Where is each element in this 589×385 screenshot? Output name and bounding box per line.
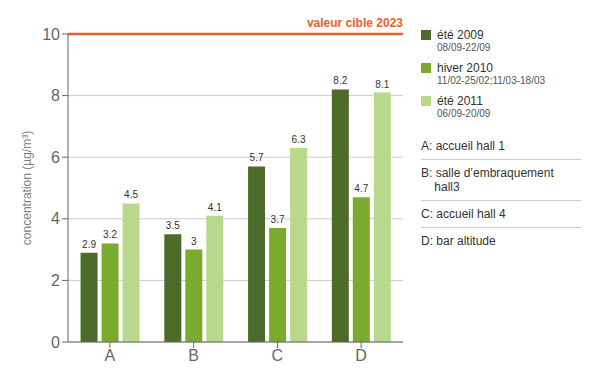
svg-text:6: 6 [51,149,60,166]
html-text:A: accueil hall 1: A: accueil hall 1 [421,139,505,153]
svg-text:3.5: 3.5 [166,220,180,231]
svg-text:8.2: 8.2 [333,75,347,86]
svg-text:C: C [272,347,284,364]
svg-text:D: D [355,347,367,364]
svg-text:4: 4 [51,210,60,227]
svg-text:4.7: 4.7 [354,183,368,194]
html-text:C: accueil hall 4: C: accueil hall 4 [421,207,506,221]
html-text:D: bar altitude: D: bar altitude [421,234,496,248]
svg-text:4.5: 4.5 [124,189,138,200]
svg-text:3.7: 3.7 [271,214,285,225]
svg-text:6.3: 6.3 [292,134,306,145]
svg-text:8: 8 [51,87,60,104]
svg-text:valeur cible 2023: valeur cible 2023 [307,16,403,30]
svg-text:3: 3 [191,236,197,247]
svg-text:4.1: 4.1 [208,202,222,213]
svg-text:0: 0 [51,334,60,351]
svg-text:8.1: 8.1 [375,79,389,90]
html-text:11/02-25/02;11/03-18/03: 11/02-25/02;11/03-18/03 [437,75,546,86]
svg-text:B: B [188,347,199,364]
svg-text:2: 2 [51,272,60,289]
html-text:été 2009: été 2009 [437,28,484,42]
html-text:06/09-20/09: 06/09-20/09 [437,108,491,119]
html-text:été 2011: été 2011 [437,94,483,108]
html-text:08/09-22/09: 08/09-22/09 [437,42,491,53]
html-text:hiver 2010: hiver 2010 [437,61,493,75]
html-text:hall3: hall3 [421,180,460,194]
svg-text:A: A [105,347,116,364]
svg-text:5.7: 5.7 [250,152,264,163]
svg-text:3.2: 3.2 [103,229,117,240]
svg-text:10: 10 [42,26,60,43]
svg-text:concentration (µg/m³): concentration (µg/m³) [20,131,34,245]
svg-text:2.9: 2.9 [82,239,96,250]
html-text:B: salle d’embraquement: B: salle d’embraquement [421,166,554,180]
